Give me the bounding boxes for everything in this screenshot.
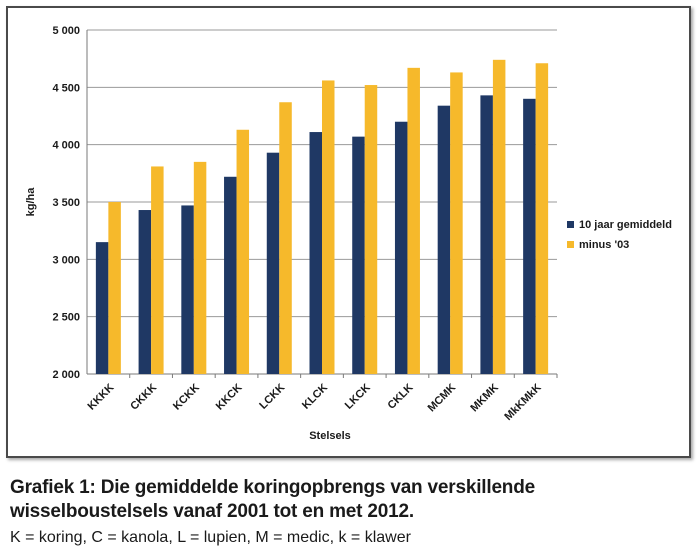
bar-series1-mkkmkk (523, 98, 536, 375)
x-tick-label: CKLK (385, 382, 415, 412)
x-tick-label: LKCK (343, 382, 373, 412)
y-tick-label: 5 000 (52, 25, 80, 37)
bar-series2-kkck (236, 129, 250, 374)
y-tick-label: 4 000 (52, 140, 80, 152)
bar-series1-lckk (266, 152, 280, 374)
bar-chart: 2 000 2 500 3 000 3 500 4 000 4 500 5 000 KKKK C… (25, 25, 672, 442)
bar-series1-lkck (352, 136, 365, 374)
bar-series2-kkkk (108, 202, 121, 374)
bar-series2-cklk (407, 67, 420, 374)
x-tick-label: KCKK (171, 382, 202, 413)
x-tick-label: LCKK (257, 382, 287, 412)
x-tick-label: MKMK (468, 382, 501, 415)
legend-label: minus '03 (579, 239, 629, 251)
x-tick-label: KKKK (86, 382, 117, 413)
bar-series1-kkkk (95, 242, 109, 374)
bar-series2-mkmk (492, 59, 506, 375)
y-tick-label: 2 500 (52, 312, 80, 324)
bar-series2-klck (322, 80, 335, 374)
y-tick-label: 3 500 (52, 197, 80, 209)
chart-frame: 2 000 2 500 3 000 3 500 4 000 4 500 5 000 KKKK C… (6, 6, 691, 458)
bar-series2-lckk (279, 102, 292, 375)
bar-series2-ckkk (151, 166, 164, 374)
bar-series2-mcmk (450, 72, 463, 374)
x-tick-label: MkKMkK (502, 382, 543, 423)
legend-swatch (567, 221, 574, 228)
x-axis-title: Stelsels (309, 430, 351, 442)
bar-series2-kckk (193, 161, 207, 374)
bar-series1-mcmk (437, 105, 451, 375)
x-tick-label: KLCK (300, 382, 330, 412)
legend-label: 10 jaar gemiddeld (579, 219, 672, 231)
bar-series2-lkck (364, 85, 378, 374)
y-axis-title: kg/ha (25, 187, 37, 217)
y-tick-label: 3 000 (52, 254, 80, 266)
x-tick-label: KKCK (214, 382, 245, 413)
legend-swatch (567, 241, 574, 248)
bar-series1-mkmk (480, 95, 493, 375)
bar-series1-kkck (224, 176, 237, 374)
figure-caption-note: K = koring, C = kanola, L = lupien, M = … (10, 529, 411, 546)
x-tick-label: CKKK (128, 382, 159, 413)
x-tick-label: MCMK (426, 382, 459, 415)
bar-series1-ckkk (138, 210, 152, 374)
bar-series1-cklk (394, 121, 408, 374)
bar-series2-mkkmkk (535, 63, 549, 375)
figure-caption-title: Grafiek 1: Die gemiddelde koringopbrengs… (10, 477, 535, 522)
y-tick-label: 2 000 (52, 369, 80, 381)
y-tick-label: 4 500 (52, 82, 80, 94)
bar-series1-kckk (181, 205, 194, 374)
bar-series1-klck (309, 132, 322, 374)
